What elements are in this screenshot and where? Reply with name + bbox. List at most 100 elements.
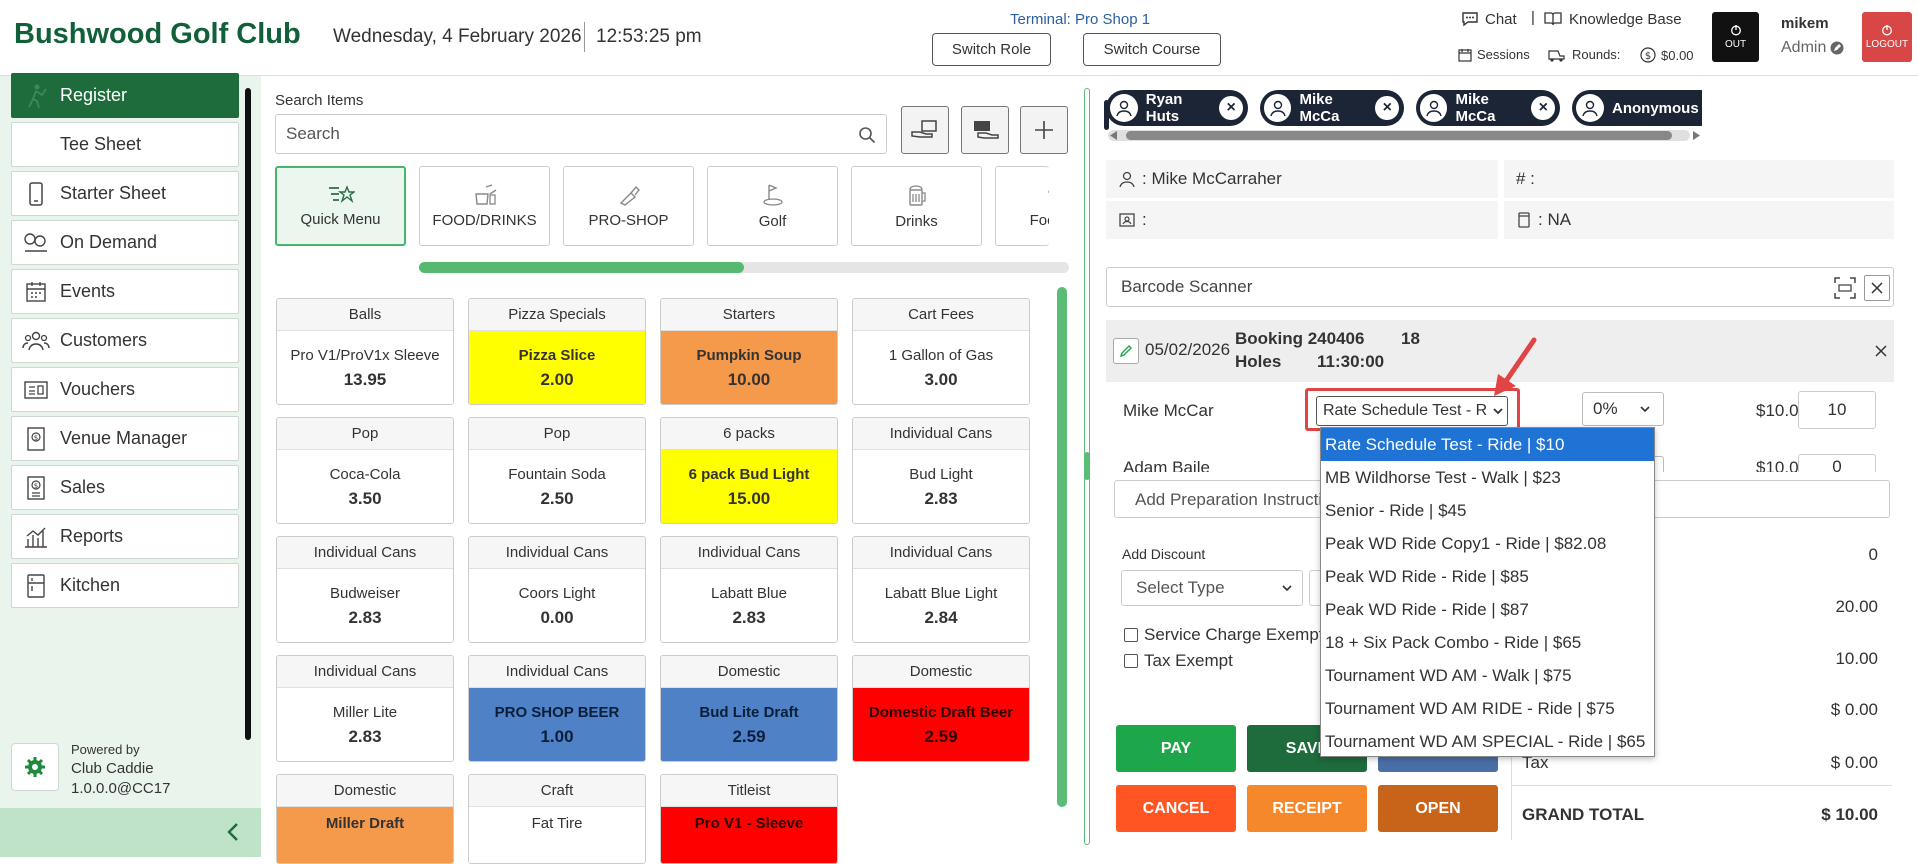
rate-option[interactable]: Tournament WD AM - Walk | $75 [1325,665,1572,685]
menu-item-tile[interactable]: Titleist Pro V1 - Sleeve [660,774,838,864]
sidebar-item-starter-sheet[interactable]: Starter Sheet [11,171,239,216]
sidebar-item-sales[interactable]: $ Sales [11,465,239,510]
category-scroll-track[interactable] [419,262,1069,273]
hand-card-button[interactable] [901,106,949,154]
category-label: Golf [758,212,787,230]
rate-schedule-select[interactable]: Rate Schedule Test - R [1316,396,1508,426]
menu-item-tile[interactable]: Individual Cans Bud Light 2.83 [852,417,1030,524]
barcode-clear-button[interactable] [1864,275,1890,301]
rate-option[interactable]: Tournament WD AM SPECIAL - Ride | $65 [1325,731,1646,751]
rate-option[interactable]: Peak WD Ride - Ride | $87 [1325,599,1529,619]
menu-item-tile[interactable]: Domestic Miller Draft [276,774,454,864]
sidebar-item-tee-sheet[interactable]: Tee Sheet [11,122,239,167]
scroll-right-icon[interactable] [1692,131,1700,140]
menu-item-tile[interactable]: Individual Cans PRO SHOP BEER 1.00 [468,655,646,762]
sidebar-item-reports[interactable]: Reports [11,514,239,559]
menu-item-name: Pizza Slice [518,347,596,364]
menu-item-category: Balls [277,299,453,331]
menu-item-tile[interactable]: Craft Fat Tire [468,774,646,864]
clock-out-button[interactable]: OUT [1712,12,1759,62]
rate-option[interactable]: Peak WD Ride - Ride | $85 [1325,566,1529,586]
menu-item-tile[interactable]: 6 packs 6 pack Bud Light 15.00 [660,417,838,524]
sidebar-item-events[interactable]: Events [11,269,239,314]
menu-item-tile[interactable]: Individual Cans Labatt Blue Light 2.84 [852,536,1030,643]
discount-type-select[interactable]: Select Type [1121,570,1303,606]
payment-hand-button[interactable] [961,106,1009,154]
menu-item-name: Miller Lite [332,704,398,721]
customer-tab[interactable]: Ryan Huts × [1106,90,1248,126]
category-tab-food-drinks[interactable]: FOOD/DRINKS [419,166,550,246]
search-icon[interactable] [858,126,876,144]
category-scroll-thumb[interactable] [419,262,744,273]
tax-exempt-checkbox[interactable]: Tax Exempt [1124,651,1233,671]
items-scrollbar[interactable] [1057,287,1067,807]
customer-tab[interactable]: Mike McCa × [1416,90,1560,126]
category-tab-drinks[interactable]: Drinks [851,166,982,246]
logout-button[interactable]: LOGOUT [1862,12,1912,62]
sidebar-item-on-demand[interactable]: On Demand [11,220,239,265]
close-customer-icon[interactable]: × [1219,96,1243,120]
switch-course-button[interactable]: Switch Course [1083,33,1221,66]
sidebar-item-vouchers[interactable]: Vouchers [11,367,239,412]
cancel-button[interactable]: CANCEL [1116,785,1236,832]
menu-item-tile[interactable]: Domestic Domestic Draft Beer 2.59 [852,655,1030,762]
settings-button[interactable] [11,743,59,791]
category-tab-pro-shop[interactable]: PRO-SHOP [563,166,694,246]
sessions-link[interactable]: Sessions [1458,47,1530,62]
menu-item-tile[interactable]: Pizza Specials Pizza Slice 2.00 [468,298,646,405]
knowledge-base-link[interactable]: Knowledge Base [1543,10,1682,28]
menu-item-tile[interactable]: Starters Pumpkin Soup 10.00 [660,298,838,405]
search-input[interactable] [286,123,826,145]
menu-item-tile[interactable]: Domestic Bud Lite Draft 2.59 [660,655,838,762]
scroll-left-icon[interactable] [1110,131,1118,140]
service-charge-exempt-checkbox[interactable]: Service Charge Exempt [1124,625,1324,645]
discount-select[interactable]: 0% [1582,392,1664,426]
barcode-scanner-field[interactable]: Barcode Scanner [1106,267,1894,307]
rate-option[interactable]: 18 + Six Pack Combo - Ride | $65 [1325,632,1582,652]
customer-tab[interactable]: Mike McCa × [1260,90,1404,126]
close-customer-icon[interactable]: × [1531,96,1555,120]
panel-resize-handle[interactable] [1084,452,1090,480]
menu-item-tile[interactable]: Individual Cans Budweiser 2.83 [276,536,454,643]
sidebar-scrollbar[interactable] [245,88,251,740]
edit-booking-button[interactable] [1113,338,1139,364]
customer-scroll-thumb[interactable] [1126,131,1672,140]
sidebar-item-customers[interactable]: Customers [11,318,239,363]
menu-item-tile[interactable]: Individual Cans Coors Light 0.00 [468,536,646,643]
sidebar-collapse-bar[interactable] [0,808,261,857]
rate-option[interactable]: Senior - Ride | $45 [1325,500,1467,520]
rate-option[interactable]: Peak WD Ride Copy1 - Ride | $82.08 [1325,533,1607,553]
sidebar-item-kitchen[interactable]: Kitchen [11,563,239,608]
checkbox-box[interactable] [1124,628,1138,642]
rate-option[interactable]: Tournament WD AM RIDE - Ride | $75 [1325,698,1615,718]
quantity-input[interactable]: 10 [1798,391,1876,429]
user-role[interactable]: Admin [1781,39,1844,57]
switch-role-button[interactable]: Switch Role [932,33,1051,66]
category-tab-golf[interactable]: Golf [707,166,838,246]
menu-item-tile[interactable]: Cart Fees 1 Gallon of Gas 3.00 [852,298,1030,405]
menu-item-tile[interactable]: Pop Fountain Soda 2.50 [468,417,646,524]
quantity-input[interactable]: 0 [1798,454,1876,472]
rate-option[interactable]: MB Wildhorse Test - Walk | $23 [1325,467,1561,487]
checkbox-box[interactable] [1124,654,1138,668]
customer-tab[interactable]: Anonymous [1572,90,1702,126]
pay-button[interactable]: PAY [1116,725,1236,772]
menu-item-tile[interactable]: Individual Cans Labatt Blue 2.83 [660,536,838,643]
scan-icon[interactable] [1833,276,1857,300]
sidebar-item-venue-manager[interactable]: $ Venue Manager [11,416,239,461]
book-icon [1544,12,1562,26]
menu-item-tile[interactable]: Individual Cans Miller Lite 2.83 [276,655,454,762]
menu-item-tile[interactable]: Balls Pro V1/ProV1x Sleeve 13.95 [276,298,454,405]
rate-option[interactable]: Rate Schedule Test - Ride | $10 [1321,428,1654,461]
chat-link[interactable]: Chat [1461,10,1517,28]
remove-booking-button[interactable] [1868,338,1894,364]
sidebar-item-register[interactable]: Register [11,73,239,118]
close-customer-icon[interactable]: × [1375,96,1399,120]
golfer-icon [18,81,54,111]
category-tab-foo[interactable]: Foo [995,166,1049,246]
add-item-button[interactable] [1020,106,1068,154]
open-button[interactable]: OPEN [1378,785,1498,832]
receipt-button[interactable]: RECEIPT [1247,785,1367,832]
category-tab-quick-menu[interactable]: Quick Menu [275,166,406,246]
menu-item-tile[interactable]: Pop Coca-Cola 3.50 [276,417,454,524]
